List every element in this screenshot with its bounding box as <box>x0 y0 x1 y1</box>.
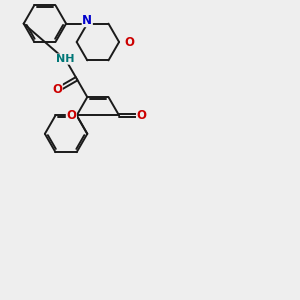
Text: O: O <box>52 83 62 96</box>
Text: O: O <box>124 35 134 49</box>
Text: O: O <box>66 109 76 122</box>
Text: NH: NH <box>56 54 75 64</box>
Text: O: O <box>136 109 147 122</box>
Text: N: N <box>82 14 92 27</box>
